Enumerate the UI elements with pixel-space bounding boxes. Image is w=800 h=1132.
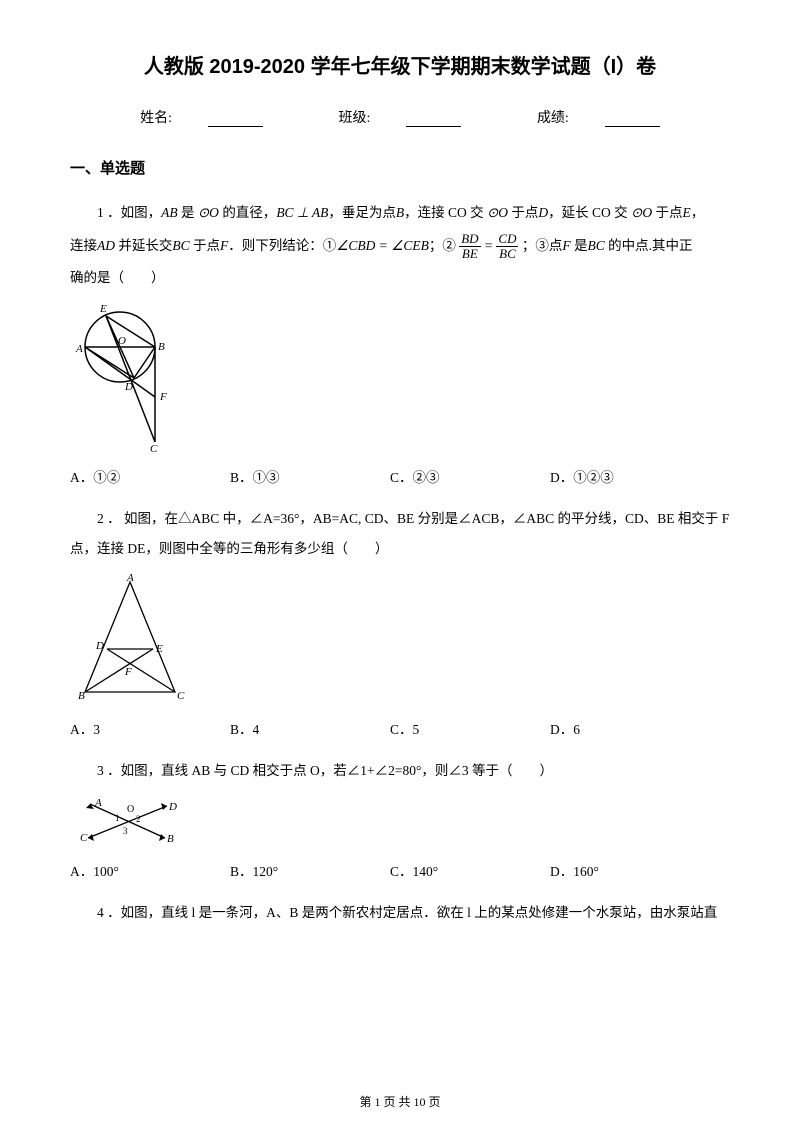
svg-text:A: A bbox=[126, 574, 134, 584]
question-1: 1 ．如图，AB 是 ⊙O 的直径，BC ⊥ AB，垂足为点B，连接 CO 交 … bbox=[70, 198, 730, 292]
question-4: 4 ．如图，直线 l 是一条河，A、B 是两个新农村定居点．欲在 l 上的某点处… bbox=[70, 898, 730, 928]
q3-option-d[interactable]: D．160° bbox=[550, 860, 710, 880]
page-footer: 第 1 页 共 10 页 bbox=[0, 1093, 800, 1110]
svg-text:A: A bbox=[75, 343, 83, 355]
svg-text:E: E bbox=[99, 303, 107, 315]
q2-option-a[interactable]: A．3 bbox=[70, 718, 230, 738]
q1-figure: E A B O D F C bbox=[70, 302, 730, 452]
svg-text:2: 2 bbox=[136, 814, 141, 824]
svg-text:C: C bbox=[177, 690, 185, 702]
section-1-header: 一、单选题 bbox=[70, 157, 730, 178]
svg-text:B: B bbox=[167, 833, 174, 845]
class-field[interactable] bbox=[406, 113, 461, 127]
q2-option-b[interactable]: B．4 bbox=[230, 718, 390, 738]
svg-text:O: O bbox=[118, 335, 126, 347]
q1-option-c[interactable]: C．②③ bbox=[390, 466, 550, 486]
q3-option-b[interactable]: B．120° bbox=[230, 860, 390, 880]
svg-text:B: B bbox=[78, 690, 85, 702]
svg-text:C: C bbox=[150, 443, 158, 452]
svg-text:D: D bbox=[124, 381, 133, 393]
svg-text:A: A bbox=[94, 797, 102, 809]
q3-option-c[interactable]: C．140° bbox=[390, 860, 550, 880]
svg-text:O: O bbox=[127, 804, 134, 815]
name-label: 姓名: bbox=[140, 111, 172, 126]
score-label: 成绩: bbox=[537, 111, 569, 126]
q3-options: A．100° B．120° C．140° D．160° bbox=[70, 860, 730, 880]
score-field[interactable] bbox=[605, 113, 660, 127]
class-label: 班级: bbox=[339, 111, 371, 126]
q1-option-d[interactable]: D．①②③ bbox=[550, 466, 710, 486]
student-info-row: 姓名: 班级: 成绩: bbox=[70, 107, 730, 127]
q2-option-d[interactable]: D．6 bbox=[550, 718, 710, 738]
q2-figure: A D E F B C bbox=[70, 574, 730, 704]
q3-figure: A D C B O 1 2 3 bbox=[70, 796, 730, 846]
q3-option-a[interactable]: A．100° bbox=[70, 860, 230, 880]
svg-text:E: E bbox=[155, 643, 163, 655]
svg-text:F: F bbox=[159, 391, 167, 403]
q2-option-c[interactable]: C．5 bbox=[390, 718, 550, 738]
svg-text:3: 3 bbox=[123, 826, 128, 836]
svg-text:D: D bbox=[168, 801, 177, 813]
q1-option-a[interactable]: A．①② bbox=[70, 466, 230, 486]
svg-text:1: 1 bbox=[115, 813, 120, 823]
svg-text:C: C bbox=[80, 832, 88, 844]
svg-text:B: B bbox=[158, 341, 165, 353]
question-3: 3 ．如图，直线 AB 与 CD 相交于点 O，若∠1+∠2=80°，则∠3 等… bbox=[70, 756, 730, 786]
name-field[interactable] bbox=[208, 113, 263, 127]
question-2: 2 ． 如图，在△ABC 中，∠A=36°，AB=AC, CD、BE 分别是∠A… bbox=[70, 504, 730, 563]
q1-option-b[interactable]: B．①③ bbox=[230, 466, 390, 486]
page-title: 人教版 2019-2020 学年七年级下学期期末数学试题（I）卷 bbox=[70, 50, 730, 79]
q1-options: A．①② B．①③ C．②③ D．①②③ bbox=[70, 466, 730, 486]
svg-text:D: D bbox=[95, 640, 104, 652]
svg-text:F: F bbox=[124, 666, 132, 678]
q2-options: A．3 B．4 C．5 D．6 bbox=[70, 718, 730, 738]
